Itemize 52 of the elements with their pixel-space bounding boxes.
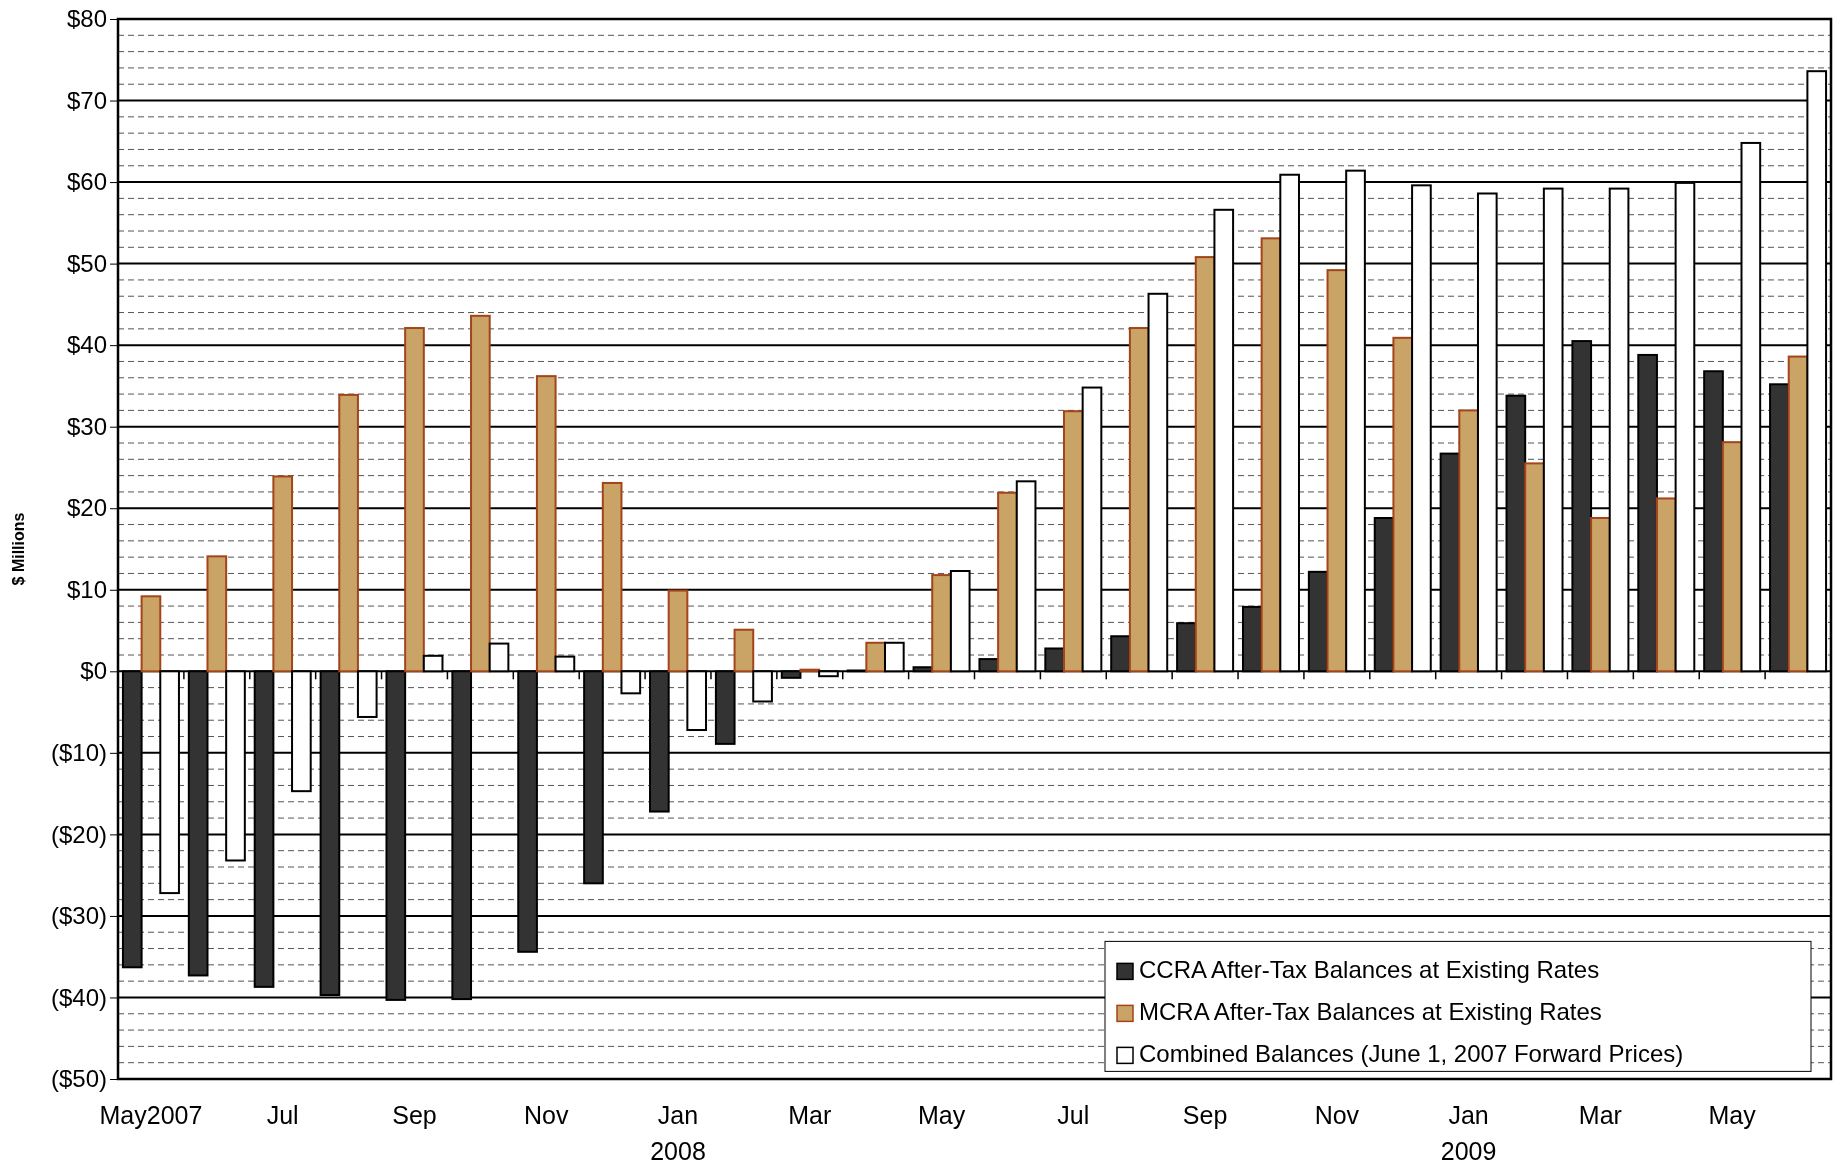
bar	[1062, 410, 1084, 673]
bar	[535, 375, 557, 673]
bar	[272, 475, 294, 673]
y-tick-label: $10	[66, 575, 107, 603]
legend-label: MCRA After-Tax Balances at Existing Rates	[1139, 998, 1602, 1026]
legend-label: Combined Balances (June 1, 2007 Forward Prices)	[1139, 1040, 1684, 1068]
y-tick-label: $30	[66, 412, 107, 440]
x-tick-label: Jul	[266, 1101, 299, 1129]
x-tick-label: May2007	[99, 1101, 203, 1129]
y-tick-label: ($40)	[50, 983, 107, 1011]
y-tick-label: $0	[80, 657, 107, 685]
x-tick-label: Sep	[1182, 1101, 1228, 1129]
y-tick-label: $80	[66, 5, 107, 33]
bar	[338, 393, 359, 673]
x-tick-label: Mar	[1578, 1101, 1622, 1129]
bar	[1128, 327, 1150, 673]
y-tick-label: $70	[66, 86, 107, 114]
bar	[601, 481, 623, 673]
x-tick-label: Jan 2009	[1440, 1101, 1497, 1165]
bar	[1721, 441, 1743, 673]
bar	[1524, 462, 1545, 673]
y-axis-title: $ Millions	[10, 512, 27, 586]
x-tick-label: Jul	[1057, 1101, 1090, 1129]
y-tick-label: ($50)	[50, 1065, 107, 1093]
bar	[931, 574, 952, 673]
bar	[404, 327, 425, 673]
x-tick-label: Nov	[524, 1101, 569, 1129]
y-tick-label: ($10)	[50, 739, 107, 767]
legend-label: CCRA After-Tax Balances at Existing Rates	[1139, 956, 1600, 984]
y-tick-label: ($20)	[50, 820, 107, 848]
bar	[206, 555, 228, 673]
x-tick-label: Mar	[788, 1101, 832, 1129]
y-tick-label: ($30)	[50, 902, 107, 930]
bar	[140, 595, 162, 673]
bar	[470, 314, 491, 673]
y-tick-label: $20	[66, 494, 107, 522]
bar	[1392, 336, 1414, 673]
x-tick-label: Jan 2008	[650, 1101, 706, 1165]
x-tick-label: Nov	[1314, 1101, 1360, 1129]
y-tick-label: $60	[66, 168, 107, 196]
x-tick-label: May	[1708, 1101, 1757, 1129]
bar	[733, 628, 755, 673]
bar	[1458, 409, 1479, 673]
x-tick-label: Sep	[392, 1101, 437, 1129]
bar	[1655, 497, 1677, 673]
bar	[865, 641, 887, 673]
y-tick-label: $50	[66, 249, 107, 277]
y-tick-label: $40	[66, 331, 107, 359]
x-tick-label: May	[917, 1101, 966, 1129]
bar	[997, 491, 1018, 673]
bar	[1590, 517, 1611, 673]
bar	[667, 589, 689, 673]
